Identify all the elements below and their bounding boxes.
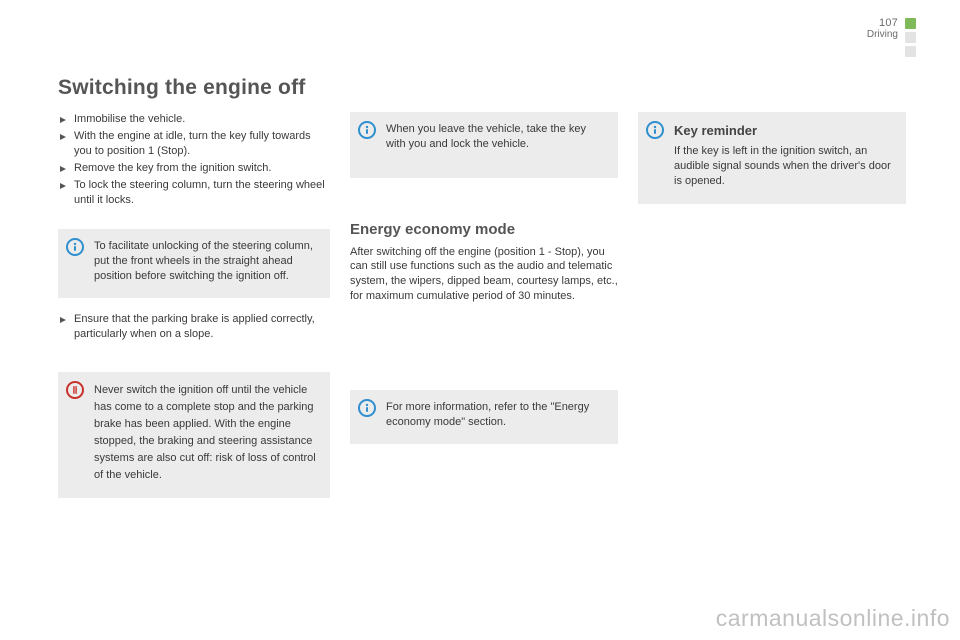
info-icon: [646, 121, 664, 139]
tab-inactive: [905, 46, 916, 57]
info-icon: [358, 399, 376, 417]
manual-page: 107 Driving Switching the engine off Imm…: [0, 0, 960, 640]
callout-text: Never switch the ignition off until the …: [94, 382, 318, 484]
subsection-title: Energy economy mode: [350, 220, 618, 240]
callout-text: To facilitate unlocking of the steering …: [94, 239, 318, 284]
watermark: carmanualsonline.info: [716, 603, 950, 634]
warning-icon: [66, 381, 84, 399]
content-columns: Immobilise the vehicle. With the engine …: [58, 112, 916, 498]
procedure-list-mid: Ensure that the parking brake is applied…: [58, 312, 330, 342]
callout-more-info: For more information, refer to the "Ener…: [350, 390, 618, 444]
page-header: 107 Driving: [867, 18, 898, 40]
callout-steering-tip: To facilitate unlocking of the steering …: [58, 229, 330, 298]
subsection-body: After switching off the engine (position…: [350, 245, 618, 304]
column-1: Immobilise the vehicle. With the engine …: [58, 112, 330, 498]
tab-active: [905, 18, 916, 29]
procedure-list-top: Immobilise the vehicle. With the engine …: [58, 112, 330, 207]
callout-subtitle: Key reminder: [674, 122, 894, 140]
list-item: Immobilise the vehicle.: [58, 112, 330, 127]
info-icon: [358, 121, 376, 139]
list-item: Remove the key from the ignition switch.: [58, 161, 330, 176]
column-2: When you leave the vehicle, take the key…: [350, 112, 618, 443]
section-tabs: [905, 18, 916, 60]
section-name: Driving: [867, 30, 898, 41]
callout-warning: Never switch the ignition off until the …: [58, 372, 330, 498]
callout-take-key: When you leave the vehicle, take the key…: [350, 112, 618, 178]
page-title: Switching the engine off: [58, 74, 916, 102]
info-icon: [66, 238, 84, 256]
callout-text: If the key is left in the ignition switc…: [674, 144, 894, 189]
page-number: 107: [867, 18, 898, 30]
list-item: Ensure that the parking brake is applied…: [58, 312, 330, 342]
callout-text: When you leave the vehicle, take the key…: [386, 122, 606, 152]
column-3: Key reminder If the key is left in the i…: [638, 112, 906, 204]
list-item: To lock the steering column, turn the st…: [58, 178, 330, 208]
tab-inactive: [905, 32, 916, 43]
list-item: With the engine at idle, turn the key fu…: [58, 129, 330, 159]
callout-key-reminder: Key reminder If the key is left in the i…: [638, 112, 906, 204]
callout-text: For more information, refer to the "Ener…: [386, 400, 606, 430]
